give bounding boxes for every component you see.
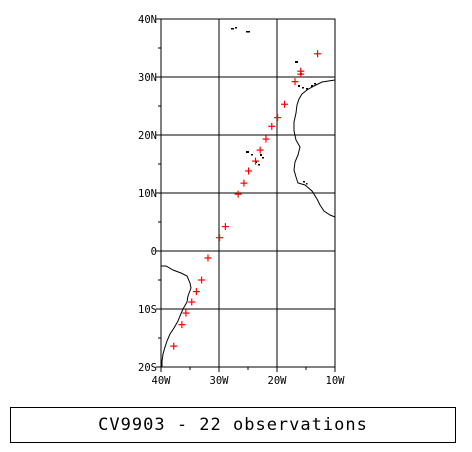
map-gridlines	[160, 18, 336, 368]
coastline-south-america	[161, 265, 192, 367]
map-figure: 20S 10S 0 10N 20N 30N 40N 40W 30W 20W 10W	[138, 14, 345, 387]
observation-marker	[221, 223, 229, 231]
observation-marker	[188, 298, 196, 306]
lon-tick-label: 40W	[152, 375, 172, 387]
coastline-africa	[293, 79, 335, 218]
island-group-madeira-canaries	[295, 61, 316, 90]
observation-marker	[281, 100, 289, 108]
caption-box: CV9903 - 22 observations	[10, 407, 456, 443]
observation-markers	[170, 50, 322, 350]
observation-marker	[297, 70, 305, 78]
lat-tick-label: 20N	[138, 130, 157, 142]
observation-marker	[198, 276, 206, 284]
observation-marker	[245, 167, 253, 175]
map-ticks	[156, 18, 336, 372]
observation-marker	[192, 288, 200, 296]
lat-tick-label: 10N	[138, 188, 157, 200]
island-group-bijagos	[303, 181, 308, 185]
observation-marker	[252, 157, 260, 165]
observation-marker	[240, 179, 248, 187]
observation-marker	[291, 78, 299, 86]
observation-marker	[234, 190, 242, 198]
lon-tick-label: 30W	[210, 375, 230, 387]
island-group-azores	[231, 27, 250, 33]
lat-tick-label: 30N	[138, 72, 157, 84]
observation-marker	[182, 309, 190, 317]
coastlines	[161, 27, 335, 367]
observation-marker	[216, 234, 224, 242]
observation-marker	[204, 254, 212, 262]
observation-marker	[256, 146, 264, 154]
lat-tick-label: 40N	[138, 14, 157, 26]
observation-marker	[274, 114, 282, 122]
lon-tick-label: 20W	[268, 375, 288, 387]
lat-tick-label: 10S	[138, 304, 157, 316]
observation-marker	[178, 321, 186, 329]
observation-marker	[314, 50, 322, 58]
lat-tick-label: 20S	[138, 362, 157, 374]
observation-marker	[262, 135, 270, 143]
lat-tick-label: 0	[151, 246, 157, 258]
caption-text: CV9903 - 22 observations	[98, 415, 368, 435]
map-tick-labels: 20S 10S 0 10N 20N 30N 40N 40W 30W 20W 10W	[138, 14, 345, 387]
lon-tick-label: 10W	[326, 375, 346, 387]
observation-marker	[268, 122, 276, 130]
observation-marker	[170, 342, 178, 350]
